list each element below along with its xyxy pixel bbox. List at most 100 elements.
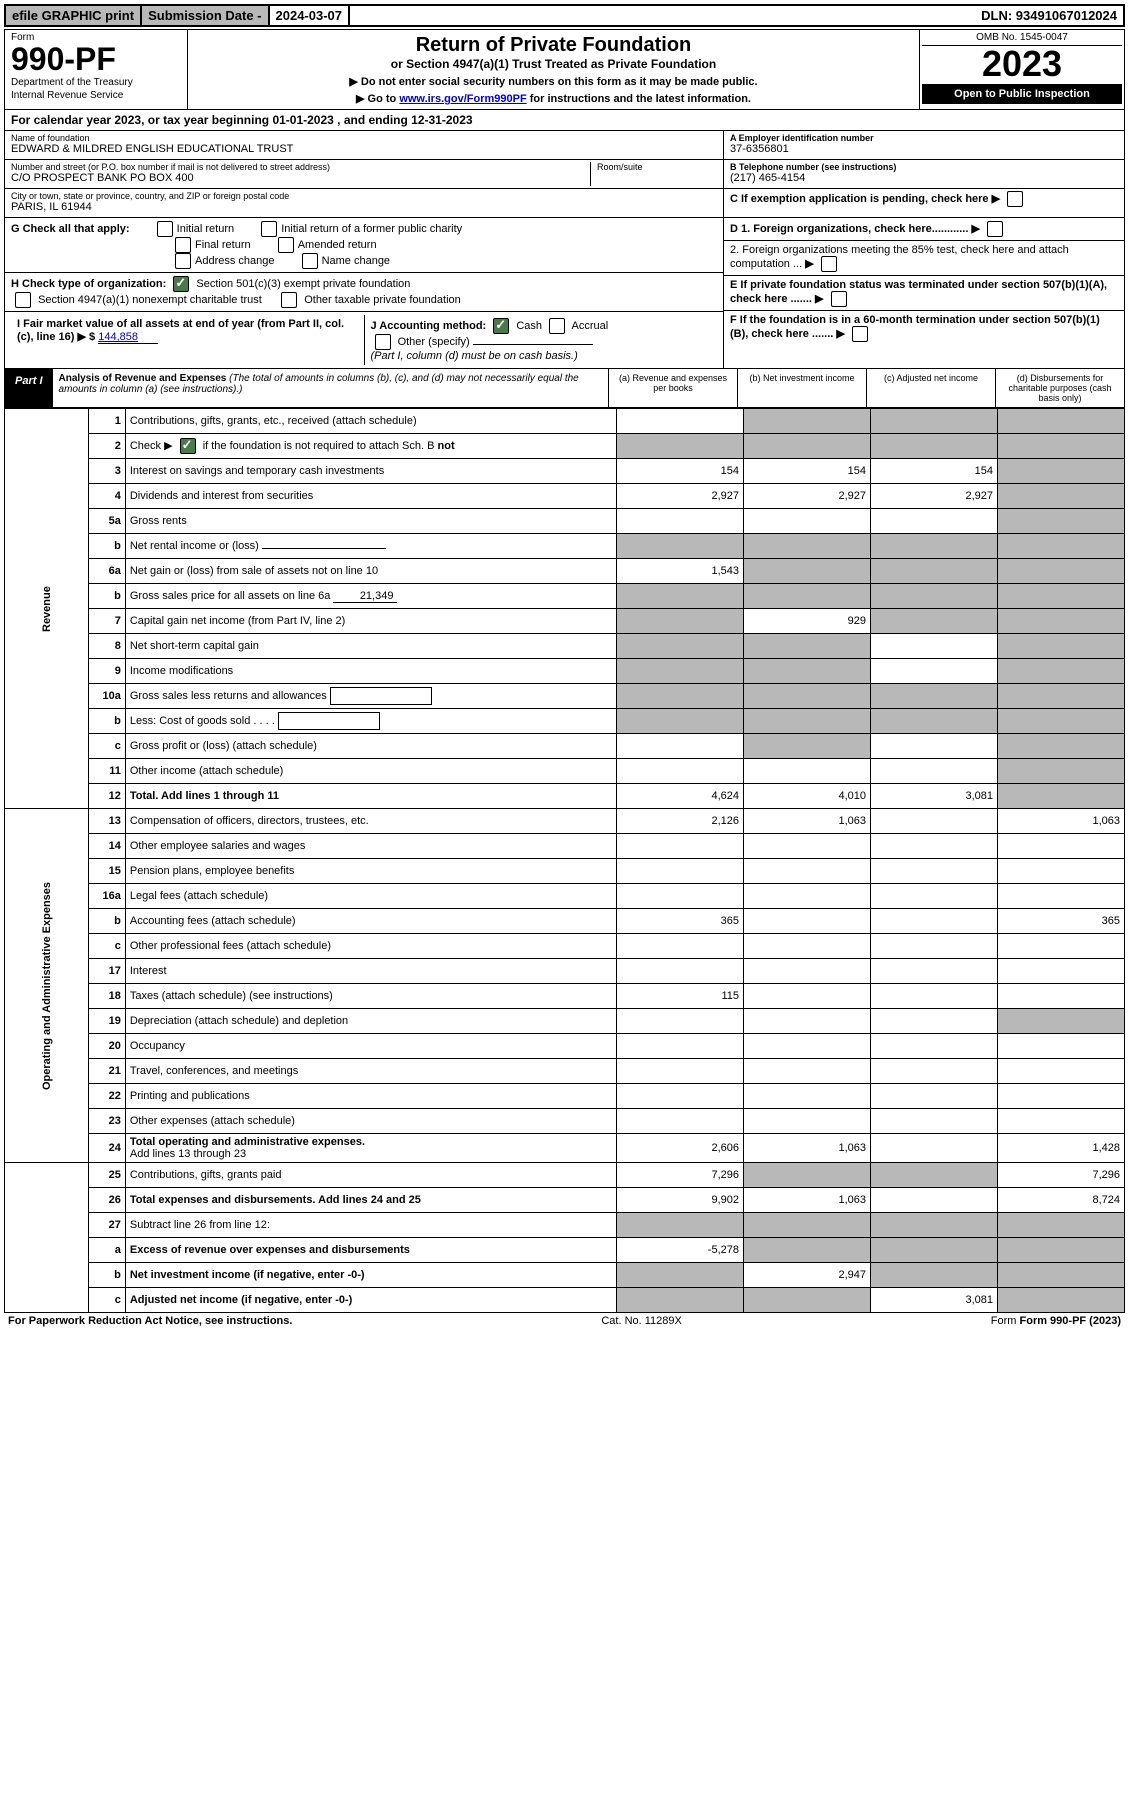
header-center: Return of Private Foundation or Section …: [188, 30, 919, 109]
c-exemption-cell: C If exemption application is pending, c…: [724, 189, 1124, 217]
table-row: b Net rental income or (loss): [5, 534, 1125, 559]
col-a-header: (a) Revenue and expenses per books: [608, 369, 737, 407]
submission-date: 2024-03-07: [270, 6, 351, 25]
f-checkbox[interactable]: [852, 326, 868, 342]
header-right: OMB No. 1545-0047 2023 Open to Public In…: [919, 30, 1124, 109]
table-row: b Gross sales price for all assets on li…: [5, 584, 1125, 609]
table-row: c Gross profit or (loss) (attach schedul…: [5, 734, 1125, 759]
calendar-year-row: For calendar year 2023, or tax year begi…: [4, 110, 1125, 131]
ein-cell: A Employer identification number 37-6356…: [724, 131, 1124, 160]
topbar: efile GRAPHIC print Submission Date - 20…: [4, 4, 1125, 27]
col-b-header: (b) Net investment income: [737, 369, 866, 407]
form-header: Form 990-PF Department of the Treasury I…: [4, 29, 1125, 110]
table-row: 17Interest: [5, 959, 1125, 984]
table-row: 16aLegal fees (attach schedule): [5, 884, 1125, 909]
g-address-change[interactable]: [175, 253, 191, 269]
table-row: 19Depreciation (attach schedule) and dep…: [5, 1009, 1125, 1034]
c-checkbox[interactable]: [1007, 191, 1023, 207]
h-other-taxable-checkbox[interactable]: [281, 292, 297, 308]
schb-checkbox[interactable]: [180, 438, 196, 454]
footer-right: Form Form 990-PF (2023): [991, 1315, 1121, 1327]
table-row: 4 Dividends and interest from securities…: [5, 484, 1125, 509]
table-row: 2 Check ▶ if the foundation is not requi…: [5, 434, 1125, 459]
table-row: 27 Subtract line 26 from line 12:: [5, 1213, 1125, 1238]
h-row: H Check type of organization: Section 50…: [5, 273, 723, 312]
h-4947-checkbox[interactable]: [15, 292, 31, 308]
table-row: 26 Total expenses and disbursements. Add…: [5, 1188, 1125, 1213]
header-left: Form 990-PF Department of the Treasury I…: [5, 30, 188, 109]
j-other-checkbox[interactable]: [375, 334, 391, 350]
part1-desc: Analysis of Revenue and Expenses (The to…: [53, 369, 608, 407]
table-row: 14Other employee salaries and wages: [5, 834, 1125, 859]
d2-checkbox[interactable]: [821, 256, 837, 272]
part1-table: Revenue 1 Contributions, gifts, grants, …: [4, 408, 1125, 1313]
g-initial-former[interactable]: [261, 221, 277, 237]
table-row: Revenue 1 Contributions, gifts, grants, …: [5, 409, 1125, 434]
table-row: c Adjusted net income (if negative, ente…: [5, 1288, 1125, 1313]
g-initial-return[interactable]: [157, 221, 173, 237]
form-subtitle: or Section 4947(a)(1) Trust Treated as P…: [192, 57, 915, 71]
open-public-badge: Open to Public Inspection: [922, 84, 1122, 104]
e-checkbox[interactable]: [831, 291, 847, 307]
j-accrual-checkbox[interactable]: [549, 318, 565, 334]
tax-year: 2023: [922, 46, 1122, 82]
footer-mid: Cat. No. 11289X: [601, 1315, 682, 1327]
table-row: cOther professional fees (attach schedul…: [5, 934, 1125, 959]
table-row: 10a Gross sales less returns and allowan…: [5, 684, 1125, 709]
d2-row: 2. Foreign organizations meeting the 85%…: [724, 241, 1124, 276]
col-d-header: (d) Disbursements for charitable purpose…: [995, 369, 1124, 407]
ij-row: I Fair market value of all assets at end…: [5, 312, 723, 368]
table-row: 5a Gross rents: [5, 509, 1125, 534]
page-footer: For Paperwork Reduction Act Notice, see …: [4, 1313, 1125, 1329]
table-row: a Excess of revenue over expenses and di…: [5, 1238, 1125, 1263]
expenses-side-label: Operating and Administrative Expenses: [5, 809, 89, 1163]
table-row: 9 Income modifications: [5, 659, 1125, 684]
dln: DLN: 93491067012024: [975, 6, 1123, 25]
table-row: 21Travel, conferences, and meetings: [5, 1059, 1125, 1084]
table-row: Operating and Administrative Expenses 13…: [5, 809, 1125, 834]
form-title: Return of Private Foundation: [192, 34, 915, 57]
table-row: 23Other expenses (attach schedule): [5, 1109, 1125, 1134]
table-row: 6a Net gain or (loss) from sale of asset…: [5, 559, 1125, 584]
d1-checkbox[interactable]: [987, 221, 1003, 237]
table-row: 22Printing and publications: [5, 1084, 1125, 1109]
footer-left: For Paperwork Reduction Act Notice, see …: [8, 1315, 292, 1327]
submission-label: Submission Date -: [142, 6, 269, 25]
g-row: G Check all that apply: Initial return I…: [5, 218, 723, 273]
g-final-return[interactable]: [175, 237, 191, 253]
foundation-name-cell: Name of foundation EDWARD & MILDRED ENGL…: [5, 131, 723, 160]
city-cell: City or town, state or province, country…: [5, 189, 723, 217]
table-row: 12 Total. Add lines 1 through 11 4,624 4…: [5, 784, 1125, 809]
fmv-value[interactable]: 144,858: [98, 331, 158, 344]
table-row: 20Occupancy: [5, 1034, 1125, 1059]
table-row: 11 Other income (attach schedule): [5, 759, 1125, 784]
table-row: 15Pension plans, employee benefits: [5, 859, 1125, 884]
dept-treasury: Department of the Treasury: [11, 77, 181, 88]
table-row: 24 Total operating and administrative ex…: [5, 1134, 1125, 1163]
revenue-side-label: Revenue: [5, 409, 89, 809]
f-row: F If the foundation is in a 60-month ter…: [724, 311, 1124, 345]
table-row: b Net investment income (if negative, en…: [5, 1263, 1125, 1288]
entity-info: Name of foundation EDWARD & MILDRED ENGL…: [4, 131, 1125, 218]
table-row: 7 Capital gain net income (from Part IV,…: [5, 609, 1125, 634]
phone-cell: B Telephone number (see instructions) (2…: [724, 160, 1124, 189]
part1-label: Part I: [5, 369, 53, 407]
col-c-header: (c) Adjusted net income: [866, 369, 995, 407]
table-row: b Less: Cost of goods sold . . . .: [5, 709, 1125, 734]
instr-2: ▶ Go to www.irs.gov/Form990PF for instru…: [192, 92, 915, 105]
g-name-change[interactable]: [302, 253, 318, 269]
g-amended[interactable]: [278, 237, 294, 253]
instructions-link[interactable]: www.irs.gov/Form990PF: [399, 93, 526, 105]
section-ghij: G Check all that apply: Initial return I…: [4, 218, 1125, 369]
part1-header: Part I Analysis of Revenue and Expenses …: [4, 369, 1125, 408]
efile-label: efile GRAPHIC print: [6, 6, 142, 25]
table-row: 25 Contributions, gifts, grants paid 7,2…: [5, 1163, 1125, 1188]
d1-row: D 1. Foreign organizations, check here..…: [724, 218, 1124, 241]
i-cell: I Fair market value of all assets at end…: [11, 315, 364, 365]
h-501c3-checkbox[interactable]: [173, 276, 189, 292]
instr-1: ▶ Do not enter social security numbers o…: [192, 75, 915, 88]
table-row: bAccounting fees (attach schedule) 365 3…: [5, 909, 1125, 934]
j-cell: J Accounting method: Cash Accrual Other …: [364, 315, 718, 365]
table-row: 3 Interest on savings and temporary cash…: [5, 459, 1125, 484]
j-cash-checkbox[interactable]: [493, 318, 509, 334]
